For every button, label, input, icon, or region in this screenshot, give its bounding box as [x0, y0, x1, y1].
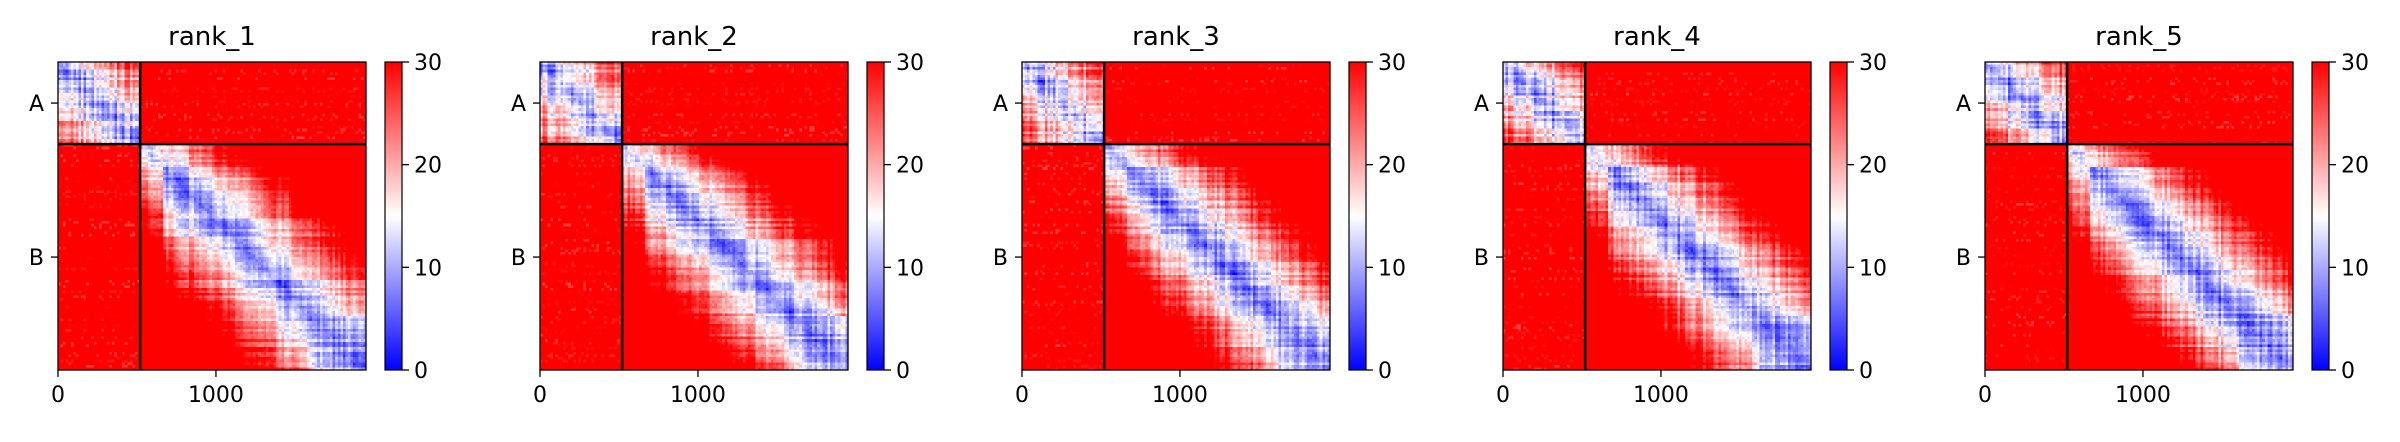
y-tick-label: B: [1956, 246, 1971, 271]
plot-frame: [57, 61, 367, 371]
heatmap-cells: [540, 62, 848, 370]
colorbar-tick-label: 20: [2341, 154, 2369, 179]
heatmap-panel-2: rank_2 0 1000 A B 0 10 20 30: [511, 22, 924, 408]
colorbar-tick-label: 0: [414, 359, 428, 384]
colorbar: [2311, 61, 2330, 371]
colorbar-tick-label: 30: [1378, 51, 1406, 76]
y-tick-label: B: [511, 246, 526, 271]
colorbar: [866, 61, 885, 371]
x-tick-label: 0: [533, 383, 547, 408]
x-tick-label: 1000: [670, 383, 726, 408]
colorbar-tick-label: 0: [896, 359, 910, 384]
colorbar-tick-label: 0: [2341, 359, 2355, 384]
x-tick-label: 1000: [2115, 383, 2171, 408]
x-tick-label: 0: [1978, 383, 1992, 408]
plot-frame: [1021, 61, 1331, 371]
panel-title: rank_2: [650, 22, 738, 52]
heatmap-panel-1: rank_1 0 1000 A B 0 10 20 30: [29, 22, 442, 408]
colorbar-tick-label: 10: [1859, 256, 1887, 281]
panel-title: rank_1: [168, 22, 256, 52]
colorbar-tick-label: 0: [1378, 359, 1392, 384]
panel-title: rank_5: [2095, 22, 2183, 52]
colorbar-tick-label: 20: [414, 154, 442, 179]
colorbar-tick-label: 20: [1859, 154, 1887, 179]
y-tick-label: A: [511, 92, 526, 117]
colorbar-tick-label: 30: [414, 51, 442, 76]
colorbar-tick-label: 10: [414, 256, 442, 281]
colorbar: [1348, 61, 1367, 371]
colorbar: [1829, 61, 1848, 371]
heatmap-cells: [1985, 62, 2293, 370]
x-tick-label: 1000: [1633, 383, 1689, 408]
colorbar-tick-label: 30: [1859, 51, 1887, 76]
heatmap-cells: [1503, 62, 1811, 370]
plot-frame: [1502, 61, 1812, 371]
colorbar: [384, 61, 403, 371]
y-tick-label: B: [1474, 246, 1489, 271]
colorbar-tick-label: 30: [2341, 51, 2369, 76]
colorbar-tick-label: 10: [1378, 256, 1406, 281]
colorbar-tick-label: 20: [896, 154, 924, 179]
colorbar-tick-label: 10: [896, 256, 924, 281]
heatmap-panel-4: rank_4 0 1000 A B 0 10 20 30: [1474, 22, 1887, 408]
heatmap-panel-3: rank_3 0 1000 A B 0 10 20 30: [993, 22, 1406, 408]
heatmap-cells: [1022, 62, 1330, 370]
x-tick-label: 1000: [188, 383, 244, 408]
x-tick-label: 0: [1015, 383, 1029, 408]
y-tick-label: A: [29, 92, 44, 117]
y-tick-label: A: [1956, 92, 1971, 117]
x-tick-label: 0: [51, 383, 65, 408]
heatmap-cells: [58, 62, 366, 370]
y-tick-label: B: [29, 246, 44, 271]
x-tick-label: 1000: [1152, 383, 1208, 408]
colorbar-tick-label: 20: [1378, 154, 1406, 179]
plot-frame: [539, 61, 849, 371]
panel-title: rank_3: [1132, 22, 1220, 52]
plot-frame: [1984, 61, 2294, 371]
y-tick-label: B: [993, 246, 1008, 271]
heatmap-panel-5: rank_5 0 1000 A B 0 10 20 30: [1956, 22, 2369, 408]
y-tick-label: A: [1474, 92, 1489, 117]
y-tick-label: A: [993, 92, 1008, 117]
colorbar-tick-label: 0: [1859, 359, 1873, 384]
colorbar-tick-label: 10: [2341, 256, 2369, 281]
x-tick-label: 0: [1496, 383, 1510, 408]
colorbar-tick-label: 30: [896, 51, 924, 76]
panel-title: rank_4: [1613, 22, 1701, 52]
